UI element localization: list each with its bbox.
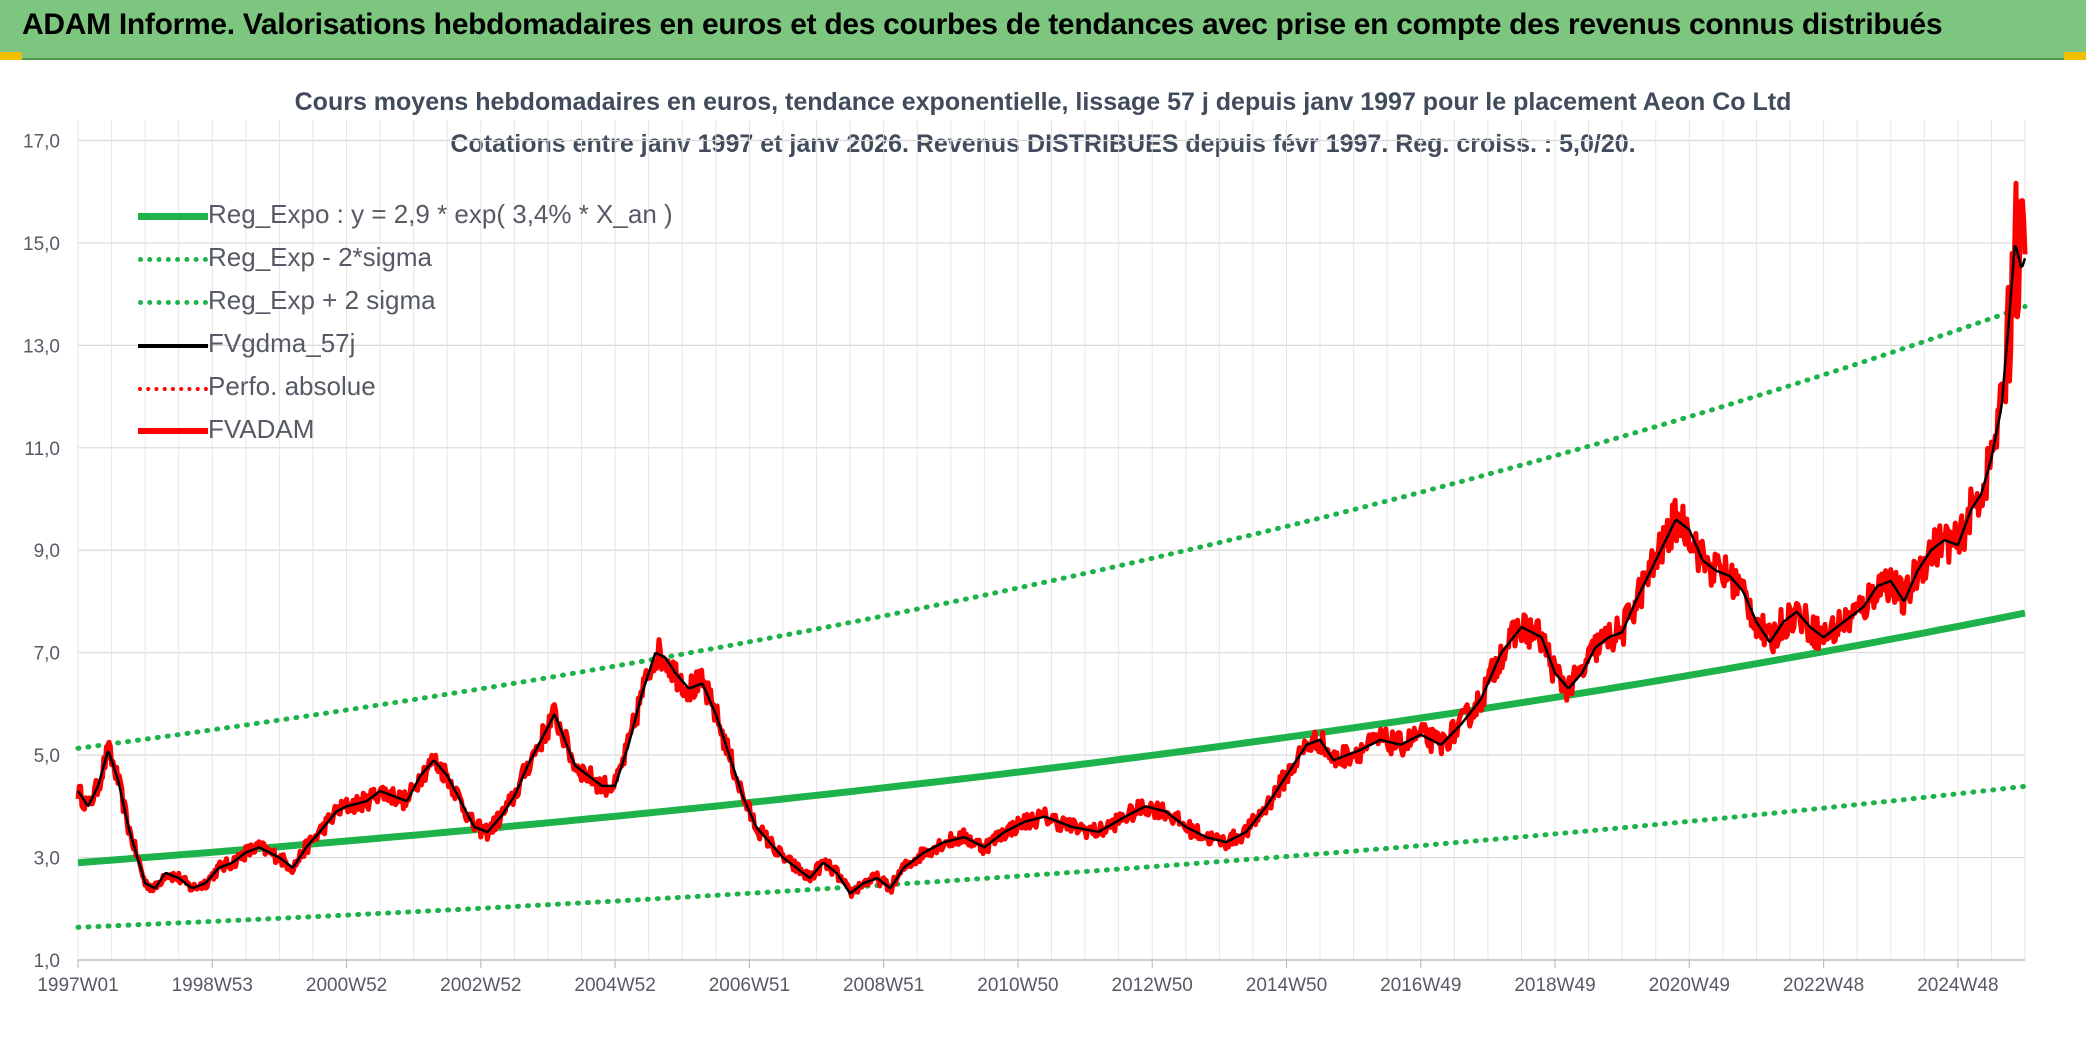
legend-label-reg-expo: Reg_Expo : y = 2,9 * exp( 3,4% * X_an ) [208,199,673,229]
reg-expo-line [77,609,2026,867]
x-tick-label: 2018W49 [1514,975,1595,996]
chart-title: Cours moyens hebdomadaires en euros, ten… [294,88,1792,116]
x-tick-label: 2022W48 [1783,975,1864,996]
x-tick-label: 2020W49 [1649,975,1730,996]
y-tick-label: 17,0 [23,131,60,152]
y-tick-label: 3,0 [34,849,60,870]
y-tick-label: 9,0 [34,541,60,562]
report-banner: ADAM Informe. Valorisations hebdomadaire… [0,0,2086,60]
legend-label-reg-exp-minus: Reg_Exp - 2*sigma [208,242,432,272]
x-tick-label: 2004W52 [574,975,655,996]
y-tick-label: 13,0 [23,336,60,357]
legend-swatch-perfo-absolue [138,387,208,391]
legend-swatch-reg-expo [138,213,208,220]
legend-label-fvgdma: FVgdma_57j [208,328,356,358]
y-tick-label: 5,0 [34,746,60,767]
x-tick-label: 1998W53 [172,975,253,996]
x-axis-ticks: 1997W01 1998W53 2000W52 2002W52 2004W52 2006W… [37,960,1999,996]
legend-swatch-fvgdma [138,344,208,348]
report-title: ADAM Informe. Valorisations hebdomadaire… [22,8,1943,41]
legend-swatch-fvadam [138,428,208,434]
y-tick-label: 1,0 [34,951,60,972]
legend-label-perfo-absolue: Perfo. absolue [208,371,376,401]
legend-swatch-reg-exp-plus [138,300,208,305]
x-tick-label: 2006W51 [709,975,790,996]
x-tick-label: 2000W52 [306,975,387,996]
y-tick-label: 15,0 [23,234,60,255]
y-axis-ticks: 1,0 3,0 5,0 7,0 9,0 11,0 13,0 15,0 17,0 [23,131,60,972]
y-tick-label: 11,0 [24,439,60,460]
fvgdma-57j-line [76,245,2027,895]
y-tick-label: 7,0 [34,644,60,665]
legend-swatch-reg-exp-minus [138,257,208,262]
x-tick-label: 2012W50 [1112,975,1193,996]
x-tick-label: 2014W50 [1246,975,1327,996]
reg-exp-plus-2sigma-line [75,304,2028,751]
legend-label-fvadam: FVADAM [208,414,315,444]
x-tick-label: 2010W50 [977,975,1058,996]
chart-subtitle: Cotations entre janv 1997 et janv 2026. … [450,130,1636,158]
x-tick-label: 2024W48 [1917,975,1998,996]
corner-marker-left [0,52,22,60]
x-tick-label: 2002W52 [440,975,521,996]
x-tick-label: 1997W01 [37,975,118,996]
legend-label-reg-exp-plus: Reg_Exp + 2 sigma [208,285,436,315]
x-tick-label: 2016W49 [1380,975,1461,996]
x-tick-label: 2008W51 [843,975,924,996]
series-lines [75,180,2028,930]
corner-marker-right [2064,52,2086,60]
